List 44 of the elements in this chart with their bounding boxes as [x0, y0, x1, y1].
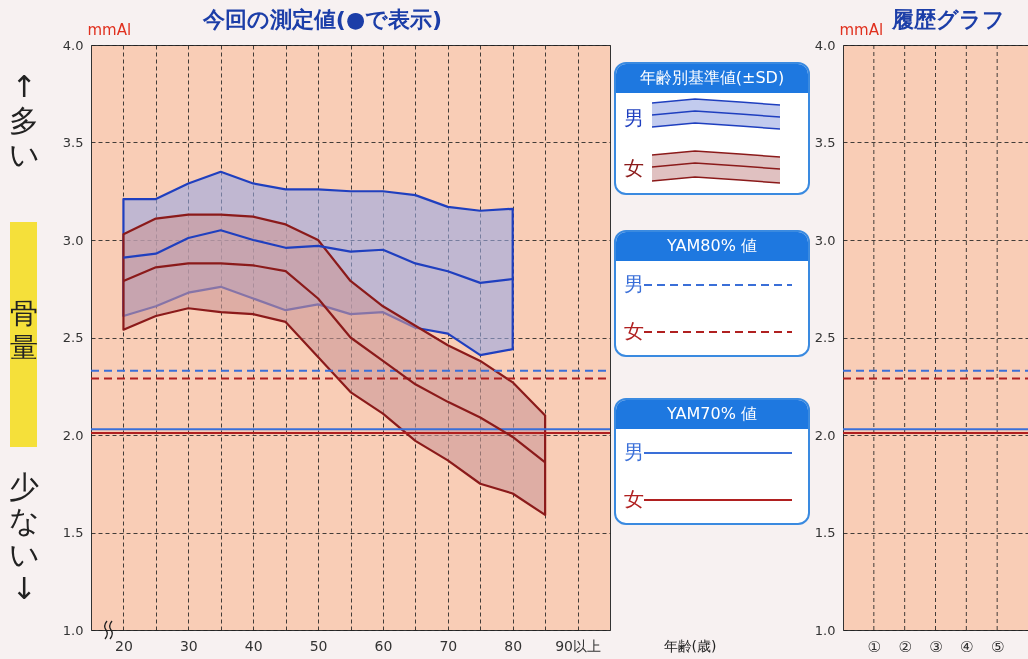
y-tick-label: 3.5 — [62, 135, 84, 150]
x-tick-label: 40 — [244, 637, 263, 654]
x-tick-label: ⑤ — [990, 637, 1005, 656]
x-tick-label: ① — [867, 637, 882, 656]
x-tick-label: 20 — [115, 637, 133, 654]
y-tick-label: 3.5 — [814, 135, 836, 150]
y-tick-label: 1.0 — [62, 622, 84, 638]
chart-title: 履歴グラフ — [891, 7, 1006, 32]
text: YAM80% 値 — [616, 232, 808, 261]
text: 少ない↓ — [7, 469, 41, 606]
text: 女 — [624, 154, 644, 182]
y-tick-label: 2.5 — [814, 330, 836, 345]
y-tick-label: 2.0 — [814, 427, 836, 443]
y-tick-label: 2.5 — [62, 330, 84, 345]
y-tick-label: 1.5 — [814, 525, 836, 540]
x-tick-label: 60 — [374, 637, 393, 654]
y-tick-label: 3.0 — [62, 232, 84, 248]
y-tick-label: 3.0 — [814, 232, 836, 248]
chart-title: 今回の測定値(●で表示) — [201, 7, 443, 32]
y-axis-title: mmAl — [87, 20, 132, 39]
x-axis-title: 年齢(歳) — [663, 637, 717, 654]
x-tick-label: ④ — [960, 637, 974, 656]
y-tick-label: 1.0 — [814, 622, 836, 638]
x-tick-label: ② — [898, 637, 912, 656]
text: 男 — [624, 104, 644, 132]
ref-line-label: 女 — [624, 486, 644, 513]
y-tick-label: 2.0 — [62, 427, 84, 443]
text: YAM70% 値 — [616, 400, 808, 429]
x-tick-label: 70 — [439, 637, 458, 654]
text: 骨量 — [9, 297, 39, 365]
y-axis-title: mmAl — [839, 20, 884, 39]
x-tick-label: 80 — [504, 637, 523, 654]
legend-title: 年齢別基準値(±SD) — [616, 64, 808, 93]
y-tick-label: 1.5 — [62, 525, 84, 540]
x-tick-label: ③ — [929, 637, 943, 656]
y-tick-label: 4.0 — [814, 37, 836, 53]
x-tick-label: 50 — [309, 637, 328, 654]
x-tick-label: 30 — [179, 637, 198, 654]
y-tick-label: 4.0 — [62, 37, 84, 53]
ref-line-label: 男 — [624, 271, 644, 298]
ref-line-label: 男 — [624, 439, 644, 466]
x-tick-label: 90以上 — [555, 637, 601, 654]
ref-line-label: 女 — [624, 318, 644, 345]
text: ↑多い — [7, 69, 41, 172]
